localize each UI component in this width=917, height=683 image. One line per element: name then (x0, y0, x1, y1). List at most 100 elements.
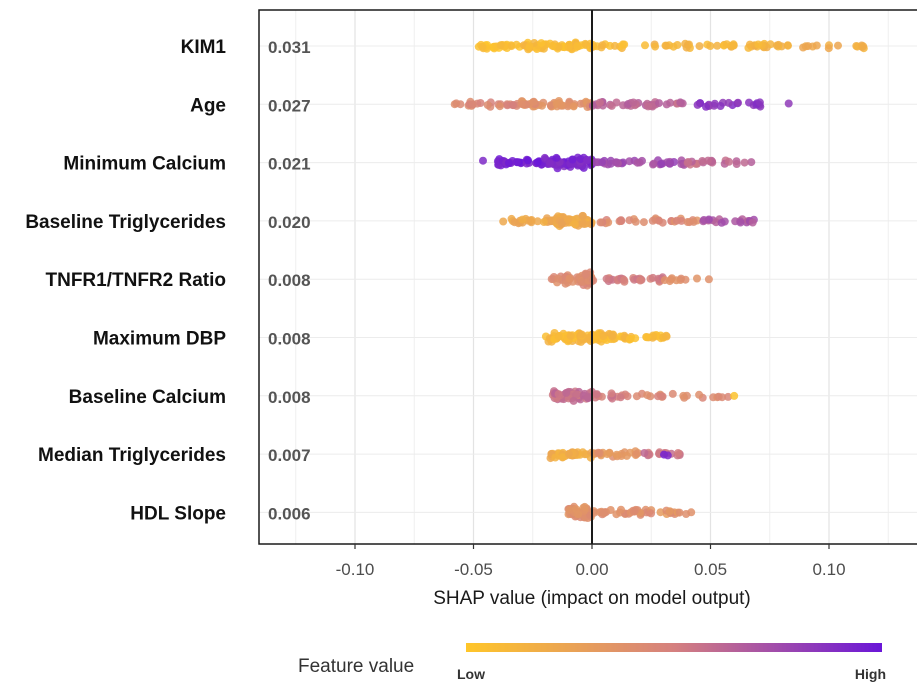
shap-point (669, 42, 678, 51)
shap-point (784, 99, 793, 108)
shap-point (674, 449, 683, 457)
shap-point (625, 216, 634, 225)
shap-point (636, 276, 645, 285)
legend-high-label: High (855, 666, 886, 682)
shap-point (717, 218, 726, 227)
shap-point (607, 389, 616, 398)
shap-point (630, 507, 639, 516)
mean-shap-label: 0.027 (268, 96, 311, 115)
shap-point (662, 100, 671, 109)
shap-point (713, 41, 722, 50)
shap-point (736, 218, 745, 227)
shap-point (672, 276, 681, 285)
feature-label: HDL Slope (130, 503, 226, 524)
shap-point (647, 509, 656, 518)
shap-point (572, 390, 581, 399)
shap-point (676, 98, 685, 107)
shap-point (508, 101, 517, 110)
feature-labels: KIM1 0.031 Age 0.027 Minimum Calcium 0.021 Bas… (25, 37, 310, 524)
shap-point (681, 275, 690, 284)
shap-point (706, 42, 715, 50)
shap-point (643, 391, 652, 400)
shap-point (654, 216, 663, 225)
shap-point (592, 390, 601, 399)
feature-label: Minimum Calcium (63, 154, 226, 175)
shap-point (495, 102, 504, 111)
shap-point (729, 41, 738, 50)
shap-point (724, 98, 733, 107)
shap-point (679, 391, 688, 400)
mean-shap-label: 0.020 (268, 213, 311, 232)
shap-point (554, 274, 563, 283)
x-tick-label: 0.00 (575, 560, 608, 579)
shap-point (598, 41, 607, 50)
mean-shap-label: 0.006 (268, 504, 311, 523)
shap-point (648, 216, 657, 225)
shap-point (496, 41, 505, 50)
shap-point (591, 158, 600, 167)
shap-point (683, 218, 692, 226)
shap-point (699, 216, 708, 224)
shap-point (704, 156, 712, 165)
legend-low-label: Low (457, 666, 485, 682)
shap-point (564, 449, 573, 458)
shap-point (641, 41, 649, 50)
shap-point (695, 390, 704, 399)
color-legend: Feature value Low High (298, 643, 886, 682)
mean-shap-label: 0.031 (268, 38, 311, 57)
shap-point (617, 216, 625, 225)
shap-point (824, 44, 833, 53)
shap-point (452, 99, 461, 108)
shap-point (537, 39, 546, 48)
shap-point (812, 41, 821, 50)
shap-point (622, 451, 631, 460)
shap-point (584, 393, 593, 402)
shap-point (631, 217, 640, 226)
shap-point (564, 43, 573, 52)
shap-point (518, 100, 526, 109)
shap-point (724, 392, 733, 401)
x-tick-label: -0.10 (336, 560, 375, 579)
shap-point (740, 158, 749, 167)
shap-point (573, 42, 582, 51)
feature-label: Baseline Triglycerides (25, 212, 226, 233)
shap-point (665, 277, 674, 286)
shap-point (635, 158, 644, 167)
shap-point (649, 331, 658, 340)
shap-point (568, 155, 577, 164)
shap-point (834, 41, 842, 50)
shap-point (655, 99, 663, 108)
shap-point (563, 215, 572, 224)
shap-point (783, 41, 792, 50)
shap-point (672, 216, 681, 225)
shap-point (625, 335, 634, 343)
feature-label: Age (190, 95, 226, 116)
feature-label: Median Triglycerides (38, 445, 226, 466)
shap-point (755, 98, 764, 107)
mean-shap-label: 0.008 (268, 271, 311, 290)
shap-point (623, 392, 632, 401)
shap-point (476, 99, 485, 107)
shap-point (612, 98, 621, 107)
shap-point (730, 391, 739, 400)
shap-point (529, 97, 538, 106)
shap-point (533, 217, 542, 226)
shap-point (620, 40, 629, 49)
shap-point (576, 99, 585, 108)
plot-area-border (258, 9, 917, 545)
shap-point (754, 40, 763, 49)
shap-point (668, 389, 677, 398)
shap-point (610, 41, 619, 50)
shap-point (704, 275, 713, 284)
shap-point (604, 218, 613, 227)
x-axis-ticks: -0.10 -0.05 0.00 0.05 0.10 (336, 544, 846, 579)
shap-point (538, 101, 546, 110)
shap-point (629, 98, 638, 107)
shap-point (578, 212, 587, 220)
mean-shap-label: 0.008 (268, 388, 311, 407)
shap-point (682, 43, 691, 52)
shap-point (710, 99, 719, 108)
shap-point (640, 449, 649, 457)
shap-point (483, 101, 492, 109)
shap-point (663, 451, 672, 460)
